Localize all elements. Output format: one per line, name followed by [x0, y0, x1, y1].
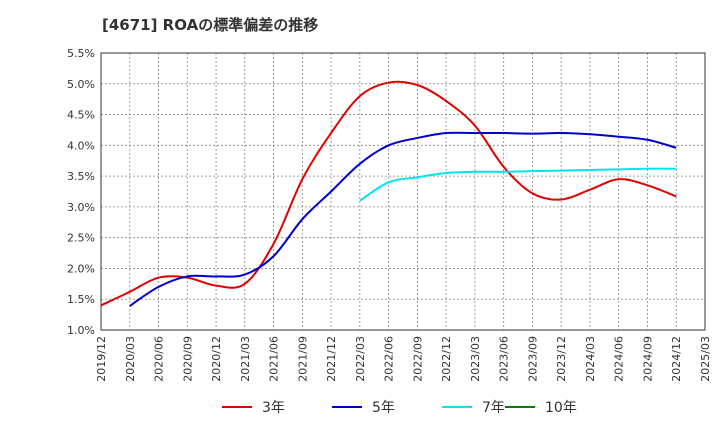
x-tick-label: 2022/06 — [383, 336, 396, 382]
x-tick-label: 2023/06 — [498, 336, 511, 382]
x-axis: 2019/12 2020/03 2020/06 2020/09 2020/12 2021/… — [95, 336, 712, 382]
x-tick-label: 2019/12 — [95, 336, 108, 382]
x-tick-label: 2020/12 — [210, 336, 223, 382]
x-tick-label: 2021/03 — [239, 336, 252, 382]
legend-label: 10年 — [545, 400, 577, 416]
x-tick-label: 2023/03 — [469, 336, 482, 382]
x-tick-label: 2024/09 — [641, 336, 654, 382]
legend: 3年 5年 7年 10年 — [222, 400, 577, 416]
x-tick-label: 2020/06 — [153, 336, 166, 382]
x-tick-label: 2020/09 — [181, 336, 194, 382]
x-tick-label: 2023/12 — [555, 336, 568, 382]
y-tick-label: 2.5% — [67, 232, 95, 245]
series-line — [359, 167, 677, 202]
x-tick-label: 2024/03 — [584, 336, 597, 382]
x-tick-label: 2024/06 — [613, 336, 626, 382]
y-axis: 1.0% 1.5% 2.0% 2.5% 3.0% 3.5% 4.0% 4.5% 5.0% 5.5% — [67, 47, 95, 337]
x-tick-label: 2022/12 — [440, 336, 453, 382]
plot-border — [100, 52, 706, 331]
y-tick-label: 1.0% — [67, 324, 95, 337]
x-tick-label: 2021/09 — [296, 336, 309, 382]
grid-lines — [101, 53, 705, 330]
series-lines — [100, 80, 677, 307]
series-line — [100, 80, 677, 307]
y-tick-label: 4.5% — [67, 109, 95, 122]
y-tick-label: 4.0% — [67, 139, 95, 152]
y-tick-label: 5.0% — [67, 78, 95, 91]
x-tick-label: 2022/09 — [411, 336, 424, 382]
x-tick-label: 2024/12 — [670, 336, 683, 382]
series-line — [129, 131, 677, 307]
x-tick-label: 2021/12 — [325, 336, 338, 382]
legend-label: 7年 — [482, 400, 505, 416]
chart-title: [4671] ROAの標準偏差の推移 — [102, 16, 319, 34]
y-tick-label: 3.0% — [67, 201, 95, 214]
plot-area — [101, 53, 705, 330]
x-tick-label: 2025/03 — [699, 336, 712, 382]
x-tick-label: 2022/03 — [354, 336, 367, 382]
y-tick-label: 5.5% — [67, 47, 95, 60]
legend-label: 5年 — [372, 400, 395, 416]
x-tick-label: 2023/09 — [526, 336, 539, 382]
y-tick-label: 1.5% — [67, 293, 95, 306]
y-tick-label: 2.0% — [67, 262, 95, 275]
x-tick-label: 2020/03 — [124, 336, 137, 382]
y-tick-label: 3.5% — [67, 170, 95, 183]
legend-label: 3年 — [262, 400, 285, 416]
x-tick-label: 2021/06 — [268, 336, 281, 382]
